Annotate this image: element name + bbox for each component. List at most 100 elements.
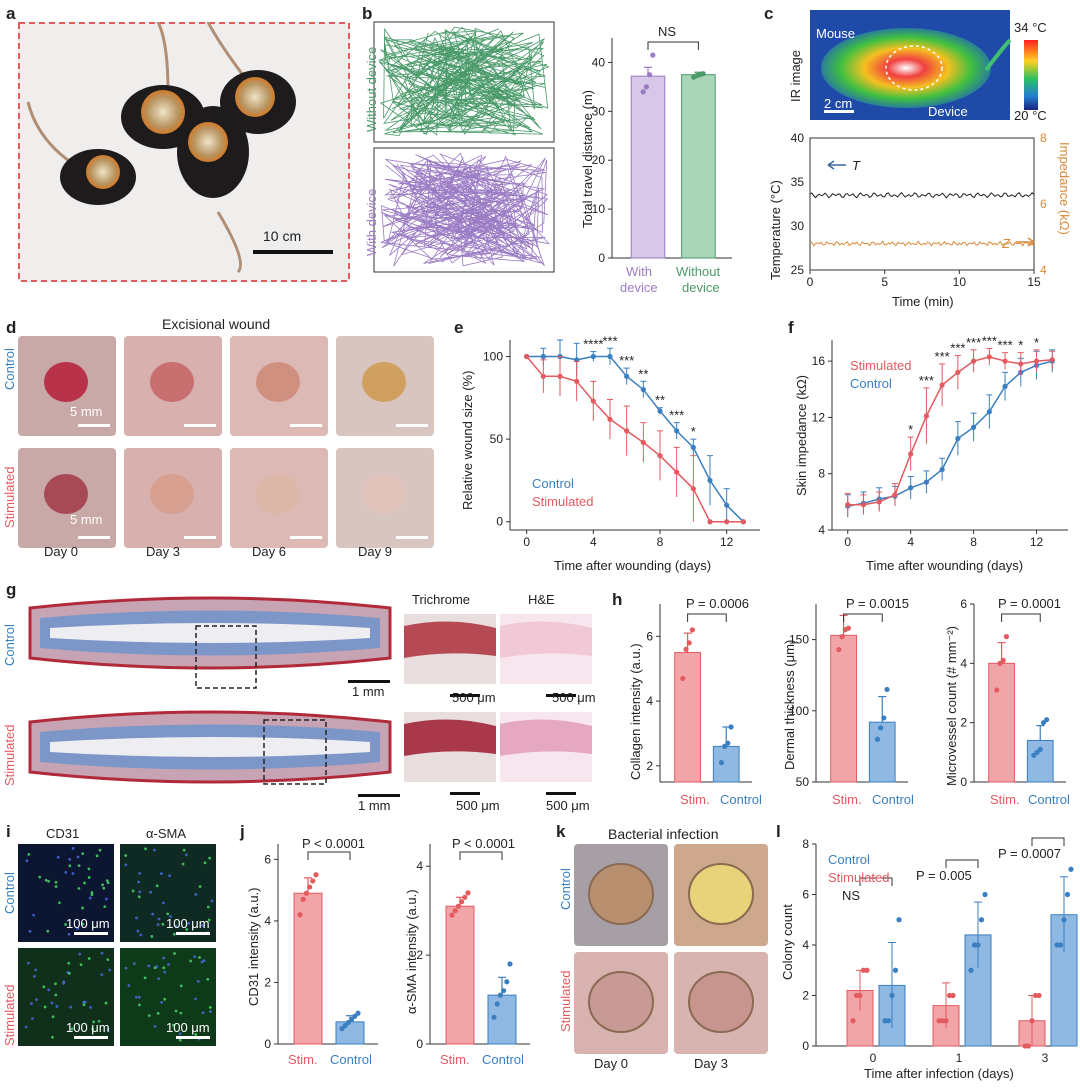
e-ytick-label-1: 50 [490,432,504,446]
f-pt-0-9 [986,409,992,415]
f-pt-1-6 [939,382,945,388]
e-pt-1-8 [657,453,663,459]
i-tile-0-1 [120,844,216,942]
h1-sig-bracket [687,613,727,622]
f-pt-1-13 [1049,357,1055,363]
f-star-3: *** [950,340,965,355]
c-yr-label-0: 4 [1040,263,1047,277]
i-dot-0-1-24 [124,854,128,857]
panel-c: IR image Mouse Device 2 cm 34 °C 20 °C 0… [766,10,1076,310]
panel-label-j: j [240,822,245,841]
j1-ylabel: CD31 intensity (a.u.) [246,887,261,1007]
f-star-8: * [1034,335,1039,350]
panel-label-b: b [362,4,373,23]
i-dot-0-1-8 [131,889,135,893]
i-dot-0-1-4 [181,862,185,866]
g-scalebar-mm-1 [348,680,390,683]
i-scalebar-1-1 [176,1036,210,1039]
panel-h: 2 4 6 50 100 150 0 2 4 6 Collagen intensity (a.u.… [620,590,1080,820]
h3-pt-0-2 [1000,657,1006,663]
panel-b-tracks: Without device With device [362,20,562,286]
d-scalebar-1-2 [290,536,322,539]
panel-label-c: c [764,4,774,23]
h1-cat-control: Control [720,792,762,807]
i-dot-0-1-25 [187,922,191,925]
f-star-2: *** [935,349,950,364]
c-z-label: Z [1002,236,1010,251]
f-ytick-label-0: 4 [818,523,825,537]
g-scale-um-3: 500 μm [456,798,500,813]
j1-pt-0-5 [313,872,319,878]
e-pt-1-2 [557,373,563,379]
i-dot-0-0-30 [98,848,102,852]
j1-pt-1-4 [352,1013,358,1019]
i-dot-1-0-11 [79,963,83,967]
g-he: H&E [528,592,555,607]
g-scale-um-2: 500 μm [552,690,596,705]
f-xtick-label-3: 12 [1030,535,1044,549]
h1-cat-stim: Stim. [680,792,710,807]
i-dot-1-1-37 [134,995,138,999]
i-col1: CD31 [46,826,80,841]
f-ytick-label-3: 16 [812,354,826,368]
c-t-arrow [827,160,846,170]
c-xtick-label-1: 5 [881,275,888,289]
h3-ytick-label-3: 6 [960,597,967,611]
d-wound-0-1 [150,362,194,402]
c-ylabel-left: Temperature (°C) [768,180,783,280]
d-scale-bottom: 5 mm [70,512,103,527]
d-scalebar-0-3 [396,424,428,427]
h1-pt-1-1 [722,743,728,749]
trackPurple-path [380,152,550,267]
i-dot-1-0-31 [70,1027,74,1031]
i-dot-1-1-16 [124,966,128,970]
e-line-control [526,355,744,523]
f-pt-0-4 [908,485,914,491]
h2-cat-stim: Stim. [832,792,862,807]
f-pt-1-1 [860,502,867,508]
d-scale-top: 5 mm [70,404,103,419]
f-pt-1-3 [892,492,898,498]
i-dot-0-1-16 [139,933,143,937]
h1-pt-0-2 [686,640,692,646]
i-scale-2: 100 μm [166,916,210,931]
e-pt-1-11 [707,519,713,525]
b-sig-bracket [647,41,699,50]
f-star-0: * [908,422,913,437]
l-ylabel: Colony count [780,904,795,980]
h2-pt-0-1 [839,634,845,640]
i-dot-0-0-31 [58,901,61,905]
panel-label-f: f [788,318,794,337]
i-dot-0-1-9 [149,890,153,894]
l-xtick-label-2: 3 [1042,1051,1049,1065]
d-row-control: Control [2,348,17,390]
i-dot-0-0-38 [90,893,94,897]
l-pt-1-1-4 [982,891,988,898]
l-ytick-label-3: 6 [802,888,809,902]
label-without-device: Without device [364,46,379,132]
i-dot-1-0-3 [35,998,38,1002]
i-dot-1-0-37 [78,952,82,956]
panel-label-g: g [6,580,17,599]
j2-pt-0-4 [462,894,468,900]
j2-cat-stim: Stim. [440,1052,470,1067]
d-wound-0-3 [362,362,406,402]
i-dot-1-1-20 [162,956,165,960]
h3-bar-0 [988,662,1015,783]
i-dot-1-0-8 [42,985,46,989]
h1-p: P = 0.0006 [686,596,750,611]
c-frame [809,137,1035,271]
i-dot-1-0-22 [34,968,37,972]
e-pt-1-6 [624,428,630,434]
i-dot-0-1-22 [151,912,155,916]
panel-b-chart: 0 10 20 30 40 Total travel distance (m) NS W… [574,18,754,298]
i-dot-0-0-8 [104,897,108,901]
g-zoom-tissue-3 [500,719,592,756]
e-pt-1-7 [640,439,646,446]
i-dot-0-0-26 [83,881,86,885]
f-pt-1-4 [908,451,914,457]
i-dot-1-0-34 [108,968,112,972]
g-scale-mm-top: 1 mm [352,684,385,699]
i-dot-0-1-39 [185,928,189,931]
j1-pt-0-4 [310,878,316,884]
